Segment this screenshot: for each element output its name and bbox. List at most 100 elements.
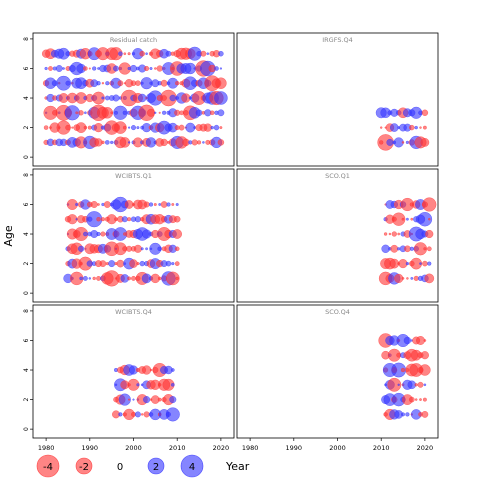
bubble-point <box>122 110 127 115</box>
bubble-point <box>405 262 409 266</box>
bubble-point <box>101 202 105 207</box>
bubble-point <box>99 260 107 267</box>
y-tick-label: 4 <box>23 368 30 372</box>
bubble-point <box>157 276 162 281</box>
bubbles <box>112 363 180 422</box>
bubble-point <box>380 126 383 129</box>
bubble-point <box>149 368 153 372</box>
bubble-point <box>413 275 419 281</box>
legend-bubble <box>75 457 93 475</box>
bubble-point <box>96 276 101 281</box>
bubble-point <box>48 66 53 71</box>
panel-title: SCO.Q4 <box>325 308 350 316</box>
bubble-point <box>170 382 175 387</box>
bubble-point <box>422 197 437 212</box>
bubble-point <box>141 365 152 375</box>
bubble-point <box>84 111 87 115</box>
bubble-point <box>383 232 388 236</box>
legend-label: 2 <box>153 462 159 473</box>
bubble-point <box>175 276 179 281</box>
panels: Residual catch 0 2 4 6 8 IRGFS.Q4 WCIBTS.Q1 0 2 4 6… <box>23 32 439 452</box>
legend-label: -4 <box>43 462 53 473</box>
bubble-point <box>92 276 96 281</box>
bubble-point <box>96 81 101 86</box>
bubble-point <box>110 140 114 145</box>
bubble-point <box>169 396 177 404</box>
bubble-point <box>217 109 225 117</box>
y-tick-label: 0 <box>23 155 30 159</box>
bubble-point <box>104 95 110 101</box>
panel-6: SCO.Q4 1980 1990 2000 2010 2020 <box>236 304 439 452</box>
x-tick-label: 1980 <box>38 444 55 452</box>
legend-bubble <box>147 457 165 475</box>
bubble-point <box>141 413 144 416</box>
bubble-point <box>134 216 141 223</box>
bubble-point <box>172 229 182 239</box>
bubble-point <box>414 398 418 401</box>
bubble-point <box>83 125 88 130</box>
bubble-point <box>75 202 79 207</box>
bubble-point <box>97 203 100 206</box>
bubble-point <box>158 203 162 206</box>
bubble-point <box>139 50 145 57</box>
bubble-point <box>79 276 83 281</box>
bubble-point <box>110 111 114 115</box>
bubbles <box>378 333 431 420</box>
y-tick-label: 2 <box>23 125 30 129</box>
bubble-point <box>157 397 162 402</box>
bubble-point <box>160 138 168 147</box>
x-tick-label: 2000 <box>125 444 142 452</box>
bubble-point <box>419 262 422 265</box>
bubble-point <box>400 367 406 373</box>
bubble-point <box>143 396 151 404</box>
bubble-point <box>135 80 141 86</box>
x-tick-label: 2020 <box>213 444 230 452</box>
bubble-point <box>195 109 203 117</box>
bubble-point <box>406 277 409 280</box>
bubble-point <box>188 140 193 145</box>
bubble-point <box>405 140 410 145</box>
bubble-point <box>390 244 399 253</box>
bubble-point <box>427 261 432 266</box>
bubble-point <box>127 276 132 281</box>
legend-label: 0 <box>117 462 123 473</box>
bubble-point <box>145 52 148 56</box>
panel-title: WCIBTS.Q1 <box>115 172 152 180</box>
bubble-point <box>101 140 105 145</box>
bubble-point <box>124 200 134 209</box>
bubble-point <box>214 66 219 71</box>
bubble-point <box>170 368 175 372</box>
y-tick-label: 4 <box>23 232 30 236</box>
panel-title: WCIBTS.Q4 <box>115 308 152 316</box>
y-axis-label: Age <box>2 225 15 247</box>
bubble-point <box>191 139 198 146</box>
bubble-point <box>65 124 71 131</box>
bubble-point <box>218 50 224 57</box>
bubble-point <box>405 217 409 221</box>
bubble-point <box>387 377 402 392</box>
bubble-point <box>166 271 180 286</box>
bubble-point <box>392 212 406 226</box>
bubble-point <box>175 203 179 206</box>
panel-2: IRGFS.Q4 <box>236 32 439 167</box>
bubble-point <box>71 126 74 129</box>
panel-title: IRGFS.Q4 <box>322 36 353 44</box>
bubble-point <box>139 260 145 267</box>
bubble-point <box>78 245 85 252</box>
bubble-point <box>401 217 405 221</box>
bubble-point <box>202 141 205 144</box>
bubble-point <box>118 51 123 56</box>
legend-bubble <box>180 454 204 478</box>
bubble-point <box>137 93 147 103</box>
bubble-point <box>128 398 131 401</box>
bubbles <box>63 196 182 287</box>
bubble-point <box>153 202 157 206</box>
y-tick-label: 8 <box>23 309 30 313</box>
bubbles <box>375 106 430 151</box>
bubble-point <box>417 211 433 227</box>
bubble-point <box>128 126 131 129</box>
bubble-point <box>419 398 422 401</box>
bubble-point <box>423 339 427 342</box>
bubble-point <box>145 247 149 251</box>
